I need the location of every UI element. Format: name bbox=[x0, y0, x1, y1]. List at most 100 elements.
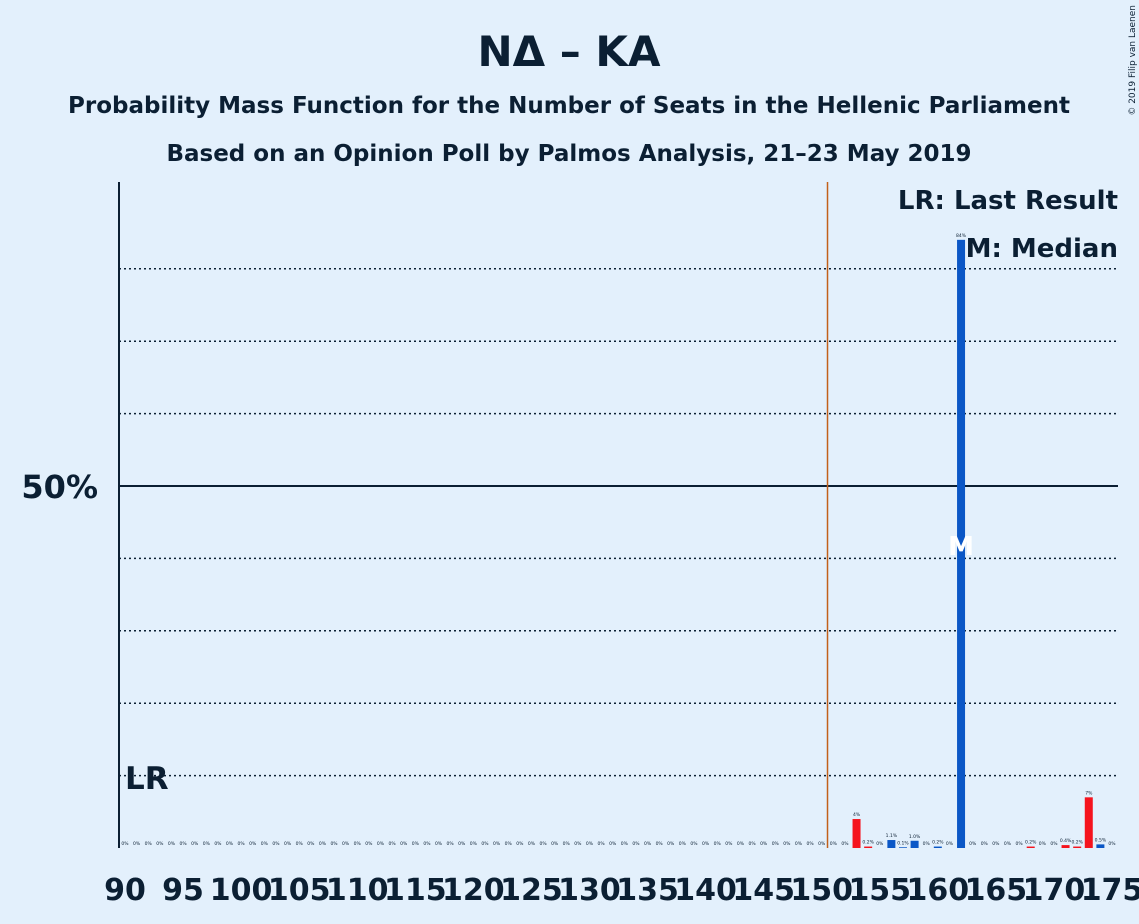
bar-label-seat-125: 0% bbox=[528, 841, 536, 847]
bar-label-seat-134: 0% bbox=[632, 841, 640, 847]
bar-label-seat-148: 0% bbox=[795, 841, 803, 847]
copyright-notice: © 2019 Filip van Laenen bbox=[1128, 5, 1138, 116]
bar-label-seat-152: 0% bbox=[841, 841, 849, 847]
bar-label-seat-153: 4% bbox=[853, 812, 861, 818]
bar-label-seat-105: 0% bbox=[296, 841, 304, 847]
bar-label-seat-126: 0% bbox=[539, 841, 547, 847]
bar-label-seat-117: 0% bbox=[435, 841, 443, 847]
bar-label-seat-167: 0% bbox=[1016, 841, 1024, 847]
bar-label-seat-91: 0% bbox=[133, 841, 141, 847]
bar-label-seat-136: 0% bbox=[656, 841, 664, 847]
gridlines bbox=[119, 268, 1118, 777]
chart-source-line: Based on an Opinion Poll by Palmos Analy… bbox=[166, 141, 971, 167]
bar-label-seat-142: 0% bbox=[725, 841, 733, 847]
bar-label-seat-99: 0% bbox=[226, 841, 234, 847]
bar-label-seat-106: 0% bbox=[307, 841, 315, 847]
bar-label-seat-161: 0% bbox=[946, 841, 954, 847]
bar-label-seat-133: 0% bbox=[621, 841, 629, 847]
bar-seat-172 bbox=[1073, 846, 1082, 848]
bar-label-seat-168: 0.2% bbox=[1025, 840, 1037, 846]
bar-label-seat-112: 0% bbox=[377, 841, 385, 847]
bar-label-seat-122: 0% bbox=[493, 841, 501, 847]
bar-seat-174 bbox=[1096, 844, 1105, 848]
bar-label-seat-172: 0.2% bbox=[1071, 840, 1083, 846]
bar-label-seat-111: 0% bbox=[365, 841, 373, 847]
bar-label-seat-165: 0% bbox=[992, 841, 1000, 847]
median-marker: M bbox=[948, 532, 974, 562]
last-result-marker: LR bbox=[125, 761, 169, 797]
bar-label-seat-118: 0% bbox=[447, 841, 455, 847]
x-tick-label-140: 140 bbox=[674, 873, 737, 908]
bar-label-seat-154: 0.2% bbox=[862, 840, 874, 846]
bar-label-seat-113: 0% bbox=[389, 841, 397, 847]
bar-label-seat-131: 0% bbox=[598, 841, 606, 847]
bar-label-seat-151: 0% bbox=[830, 841, 838, 847]
x-tick-label-105: 105 bbox=[268, 873, 331, 908]
bar-label-seat-92: 0% bbox=[145, 841, 153, 847]
bar-label-seat-96: 0% bbox=[191, 841, 199, 847]
bar-label-seat-164: 0% bbox=[981, 841, 989, 847]
bar-label-seat-100: 0% bbox=[238, 841, 246, 847]
bar-label-seat-121: 0% bbox=[481, 841, 489, 847]
bar-label-seat-107: 0% bbox=[319, 841, 327, 847]
x-tick-label-120: 120 bbox=[442, 873, 505, 908]
bar-label-seat-104: 0% bbox=[284, 841, 292, 847]
bar-label-seat-116: 0% bbox=[423, 841, 431, 847]
bar-label-seat-173: 7% bbox=[1085, 790, 1093, 796]
bar-label-seat-156: 1.1% bbox=[886, 833, 898, 839]
bar-label-seat-146: 0% bbox=[772, 841, 780, 847]
bar-seat-156 bbox=[887, 840, 896, 848]
bar-label-seat-145: 0% bbox=[760, 841, 768, 847]
bar-seat-162 bbox=[957, 239, 966, 849]
bar-label-seat-159: 0% bbox=[923, 841, 931, 847]
bar-label-seat-147: 0% bbox=[783, 841, 791, 847]
bar-label-seat-95: 0% bbox=[179, 841, 187, 847]
bar-label-seat-119: 0% bbox=[458, 841, 466, 847]
bar-label-seat-158: 1.0% bbox=[909, 834, 921, 840]
bar-label-seat-108: 0% bbox=[330, 841, 338, 847]
bar-label-seat-98: 0% bbox=[214, 841, 222, 847]
x-tick-label-110: 110 bbox=[326, 873, 389, 908]
bar-label-seat-175: 0% bbox=[1108, 841, 1116, 847]
x-tick-label-150: 150 bbox=[790, 873, 853, 908]
bar-label-seat-132: 0% bbox=[609, 841, 617, 847]
bar-label-seat-171: 0.4% bbox=[1060, 838, 1072, 844]
bar-label-seat-120: 0% bbox=[470, 841, 478, 847]
bar-label-seat-90: 0% bbox=[121, 841, 129, 847]
bar-seat-157 bbox=[898, 847, 907, 848]
bar-label-seat-127: 0% bbox=[551, 841, 559, 847]
bar-seat-173 bbox=[1084, 797, 1093, 848]
bars bbox=[852, 239, 1105, 849]
bar-label-seat-115: 0% bbox=[412, 841, 420, 847]
bar-seat-158 bbox=[910, 840, 919, 848]
bar-label-seat-157: 0.1% bbox=[897, 840, 909, 846]
x-tick-label-130: 130 bbox=[558, 873, 621, 908]
bar-seat-154 bbox=[864, 846, 873, 848]
bar-label-seat-160: 0.2% bbox=[932, 840, 944, 846]
bar-label-seat-94: 0% bbox=[168, 841, 176, 847]
bar-label-seat-93: 0% bbox=[156, 841, 164, 847]
bar-label-seat-174: 0.5% bbox=[1095, 837, 1107, 843]
bar-label-seat-163: 0% bbox=[969, 841, 977, 847]
bar-label-seat-166: 0% bbox=[1004, 841, 1012, 847]
bar-label-seat-135: 0% bbox=[644, 841, 652, 847]
bar-seat-171 bbox=[1061, 845, 1070, 848]
legend-median: M: Median bbox=[966, 234, 1118, 264]
bar-label-seat-124: 0% bbox=[516, 841, 524, 847]
x-tick-label-135: 135 bbox=[616, 873, 679, 908]
bar-label-seat-97: 0% bbox=[203, 841, 211, 847]
bar-label-seat-101: 0% bbox=[249, 841, 257, 847]
legend-last-result: LR: Last Result bbox=[898, 186, 1118, 216]
x-tick-label-170: 170 bbox=[1023, 873, 1086, 908]
bar-label-seat-123: 0% bbox=[505, 841, 513, 847]
bar-label-seat-137: 0% bbox=[667, 841, 675, 847]
bar-label-seat-128: 0% bbox=[563, 841, 571, 847]
chart-title: ΝΔ – ΚΑ bbox=[478, 27, 661, 76]
bar-label-seat-110: 0% bbox=[354, 841, 362, 847]
bar-value-labels: 0% 0% 0% 0% 0% 0% 0% 0% 0% 0% 0% 0% 0% 0% 0% 0% 0% 0% 0% 0%… bbox=[121, 233, 1116, 847]
x-tick-label-145: 145 bbox=[732, 873, 795, 908]
bar-label-seat-155: 0% bbox=[876, 841, 884, 847]
bar-label-seat-109: 0% bbox=[342, 841, 350, 847]
